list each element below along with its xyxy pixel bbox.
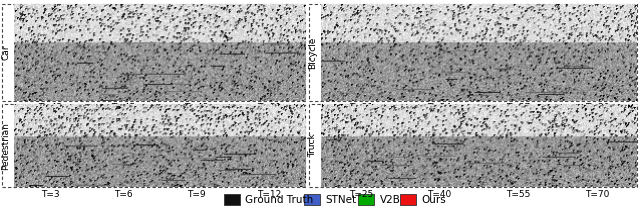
Bar bbox=[224, 194, 240, 206]
Text: T=9: T=9 bbox=[187, 190, 205, 199]
Text: Truck: Truck bbox=[308, 134, 317, 157]
Text: T=40: T=40 bbox=[428, 190, 452, 199]
Text: Ground Truth: Ground Truth bbox=[245, 195, 314, 205]
Bar bbox=[321, 104, 637, 187]
Text: Ours: Ours bbox=[421, 195, 446, 205]
Text: T=51: T=51 bbox=[257, 103, 281, 112]
Bar bbox=[400, 194, 416, 206]
Text: T=3: T=3 bbox=[41, 190, 60, 199]
Text: T=21: T=21 bbox=[349, 103, 373, 112]
Text: T=25: T=25 bbox=[349, 190, 373, 199]
Text: T=12: T=12 bbox=[257, 190, 281, 199]
Text: Car: Car bbox=[1, 45, 10, 60]
Text: V2B: V2B bbox=[380, 195, 401, 205]
Text: T=6: T=6 bbox=[114, 190, 132, 199]
Bar bbox=[304, 194, 320, 206]
Text: T=24: T=24 bbox=[428, 103, 452, 112]
Text: Pedestrian: Pedestrian bbox=[1, 122, 10, 170]
Text: T=45: T=45 bbox=[111, 103, 136, 112]
Bar bbox=[14, 104, 305, 187]
Text: T=42: T=42 bbox=[38, 103, 63, 112]
Bar bbox=[358, 194, 374, 206]
Text: STNet: STNet bbox=[325, 195, 356, 205]
Text: Bicycle: Bicycle bbox=[308, 36, 317, 69]
Text: T=48: T=48 bbox=[184, 103, 208, 112]
Bar bbox=[321, 4, 637, 101]
Text: T=70: T=70 bbox=[585, 190, 609, 199]
Bar bbox=[14, 4, 305, 101]
Text: T=55: T=55 bbox=[506, 190, 531, 199]
Text: T=27: T=27 bbox=[506, 103, 531, 112]
Text: T=30: T=30 bbox=[585, 103, 609, 112]
